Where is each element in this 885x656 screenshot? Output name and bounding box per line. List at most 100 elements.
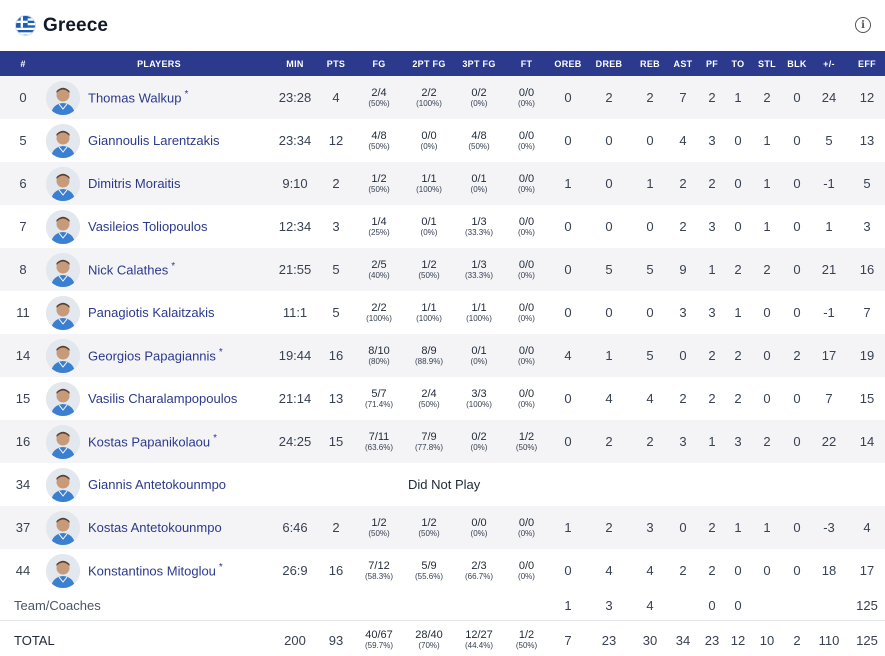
stat-stl: 1 xyxy=(763,520,771,535)
stat-oreb: 0 xyxy=(564,133,572,148)
shooting-cell: 0/0 (0%) xyxy=(504,162,549,205)
shooting-cell: 1/2 (50%) xyxy=(404,506,454,549)
stat-eff: 3 xyxy=(863,219,871,234)
player-name-link[interactable]: Panagiotis Kalaitzakis xyxy=(88,305,215,320)
column-header[interactable]: STL xyxy=(758,58,776,69)
stat-blk: 2 xyxy=(793,348,801,363)
column-header[interactable]: DREB xyxy=(595,58,623,69)
column-header[interactable]: 3PT FG xyxy=(462,58,496,69)
percentage: (0%) xyxy=(420,227,438,237)
stat-pf: 2 xyxy=(708,176,716,191)
player-name-link[interactable]: Kostas Antetokounmpo xyxy=(88,520,222,535)
percentage: (50%) xyxy=(368,528,390,538)
column-header[interactable]: # xyxy=(20,58,26,69)
player-name-link[interactable]: Thomas Walkup * xyxy=(88,89,189,106)
percentage: (0%) xyxy=(470,98,488,108)
player-cell: Kostas Papanikolaou * xyxy=(46,420,272,463)
stat-to: 1 xyxy=(734,520,742,535)
made-attempted: 0/0 xyxy=(518,387,535,400)
percentage: (58.3%) xyxy=(364,571,393,581)
player-name-link[interactable]: Vasileios Toliopoulos xyxy=(88,219,208,234)
stat-eff: 4 xyxy=(863,520,871,535)
column-header[interactable]: +/- xyxy=(823,58,835,69)
stat-to: 12 xyxy=(730,632,746,648)
stat-blk: 0 xyxy=(793,434,801,449)
stat-dreb: 0 xyxy=(605,133,613,148)
avatar xyxy=(46,467,80,502)
stat-blk: 0 xyxy=(793,176,801,191)
percentage: (40%) xyxy=(368,270,390,280)
stat-stl: 1 xyxy=(763,133,771,148)
info-icon[interactable]: i xyxy=(855,17,871,33)
stat-stl: 0 xyxy=(763,305,771,320)
stat-reb: 4 xyxy=(646,598,654,614)
greece-flag-icon xyxy=(15,15,36,36)
column-header[interactable]: MIN xyxy=(286,58,304,69)
shooting-cell: 4/8 (50%) xyxy=(354,119,404,162)
column-header[interactable]: BLK xyxy=(787,58,807,69)
player-info: Vasileios Toliopoulos xyxy=(46,209,272,244)
player-cell: Kostas Antetokounmpo xyxy=(46,506,272,549)
column-header[interactable]: AST xyxy=(673,58,693,69)
column-header[interactable]: FT xyxy=(520,58,533,69)
player-name-link[interactable]: Georgios Papagiannis * xyxy=(88,347,223,364)
shooting-cell: 1/3 (33.3%) xyxy=(454,205,504,248)
shooting-cell: 7/9 (77.8%) xyxy=(404,420,454,463)
percentage: (25%) xyxy=(368,227,390,237)
stat-dreb: 2 xyxy=(605,520,613,535)
jersey-number: 44 xyxy=(15,563,31,578)
stat-eff: 7 xyxy=(863,305,871,320)
starter-marker: * xyxy=(184,89,189,101)
stat-stl: 0 xyxy=(763,391,771,406)
player-row: 8 Nick Calathes * 21:55 5 2/5 (40%) 1/2 (50%) 1/3… xyxy=(0,248,885,291)
shooting-cell: 7/11 (63.6%) xyxy=(354,420,404,463)
stat-pf: 3 xyxy=(708,305,716,320)
column-header[interactable]: TO xyxy=(731,58,745,69)
stat-ast: 9 xyxy=(679,262,687,277)
player-info: Panagiotis Kalaitzakis xyxy=(46,295,272,330)
shooting-cell: 1/2 (50%) xyxy=(354,162,404,205)
made-attempted: 1/1 xyxy=(421,172,437,185)
player-name-link[interactable]: Nick Calathes * xyxy=(88,261,176,278)
shooting-cell: 1/2 (50%) xyxy=(504,420,549,463)
made-attempted: 1/2 xyxy=(371,516,387,529)
jersey-number: 14 xyxy=(15,348,31,363)
stat-blk: 0 xyxy=(793,133,801,148)
made-attempted: 40/67 xyxy=(365,629,393,642)
player-name-link[interactable]: Giannoulis Larentzakis xyxy=(88,133,220,148)
player-name-link[interactable]: Giannis Antetokounmpo xyxy=(88,477,227,492)
player-cell: Konstantinos Mitoglou * xyxy=(46,549,272,592)
player-name-link[interactable]: Vasilis Charalampopoulos xyxy=(88,391,238,406)
shooting-cell: 4/8 (50%) xyxy=(454,119,504,162)
column-header[interactable]: PF xyxy=(705,58,719,69)
shooting-cell: 0/1 (0%) xyxy=(454,334,504,377)
made-attempted: 8/10 xyxy=(368,344,390,357)
avatar xyxy=(46,166,80,201)
shooting-cell: 3/3 (100%) xyxy=(454,377,504,420)
percentage: (50%) xyxy=(468,141,490,151)
stat-stl: 1 xyxy=(763,219,771,234)
stat-reb: 2 xyxy=(646,434,654,449)
column-header[interactable]: OREB xyxy=(554,58,582,69)
column-header[interactable]: PTS xyxy=(326,58,346,69)
player-name-link[interactable]: Konstantinos Mitoglou * xyxy=(88,562,223,579)
player-name-link[interactable]: Kostas Papanikolaou * xyxy=(88,433,218,450)
column-header[interactable]: REB xyxy=(640,58,660,69)
percentage: (44.4%) xyxy=(464,641,493,651)
team-coaches-row: Team/Coaches 1 3 4 0 0 125 xyxy=(0,592,885,620)
column-header[interactable]: 2PT FG xyxy=(412,58,446,69)
made-attempted: 0/0 xyxy=(518,215,535,228)
total-row: TOTAL 200 93 40/67 (59.7%) 28/40 (70%) 12/27 (44… xyxy=(0,620,885,656)
stat-pm: -1 xyxy=(823,305,835,320)
player-row: 5 Giannoulis Larentzakis 23:34 12 4/8 (50%) 0/… xyxy=(0,119,885,162)
player-name-link[interactable]: Dimitris Moraitis xyxy=(88,176,181,191)
column-header[interactable]: PLAYERS xyxy=(137,58,181,69)
column-header[interactable]: EFF xyxy=(858,58,876,69)
stat-to: 0 xyxy=(734,176,742,191)
player-cell: Vasilis Charalampopoulos xyxy=(46,377,272,420)
column-header[interactable]: FG xyxy=(372,58,386,69)
jersey-number: 15 xyxy=(15,391,31,406)
stat-ast: 4 xyxy=(679,133,687,148)
stat-to: 0 xyxy=(734,133,742,148)
points: 15 xyxy=(328,434,344,449)
